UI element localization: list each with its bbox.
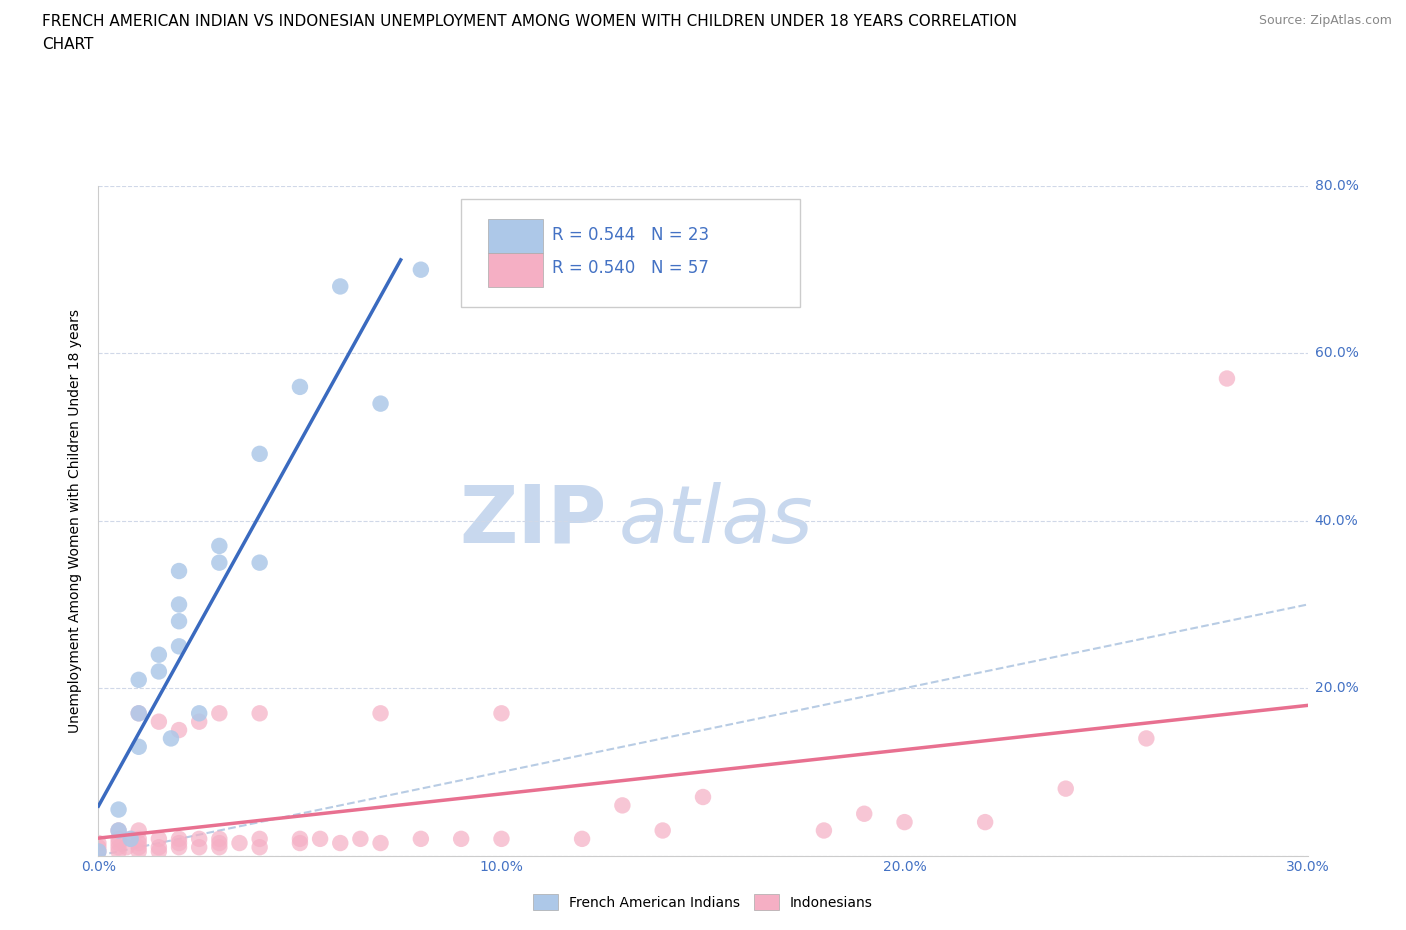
Point bbox=[249, 706, 271, 721]
Point bbox=[329, 835, 352, 850]
Point bbox=[692, 790, 714, 804]
Point bbox=[349, 831, 371, 846]
Point bbox=[309, 831, 332, 846]
Text: atlas: atlas bbox=[619, 482, 813, 560]
Point bbox=[128, 835, 150, 850]
Point bbox=[208, 831, 231, 846]
Point bbox=[120, 831, 142, 846]
Point bbox=[491, 706, 513, 721]
Point bbox=[148, 831, 170, 846]
Point bbox=[107, 823, 129, 838]
Point bbox=[288, 835, 311, 850]
Point bbox=[329, 279, 352, 294]
Point bbox=[115, 840, 138, 855]
Point bbox=[87, 835, 110, 850]
Text: 20.0%: 20.0% bbox=[1315, 681, 1358, 696]
Point bbox=[409, 831, 432, 846]
Point bbox=[167, 614, 190, 629]
Text: 60.0%: 60.0% bbox=[1315, 346, 1358, 361]
Point bbox=[208, 538, 231, 553]
Text: 40.0%: 40.0% bbox=[1315, 513, 1358, 528]
Point bbox=[128, 706, 150, 721]
Point bbox=[853, 806, 876, 821]
Point bbox=[228, 835, 250, 850]
Point bbox=[249, 555, 271, 570]
Point bbox=[167, 564, 190, 578]
Point bbox=[612, 798, 634, 813]
Legend: French American Indians, Indonesians: French American Indians, Indonesians bbox=[527, 888, 879, 916]
Point bbox=[208, 840, 231, 855]
Point bbox=[128, 840, 150, 855]
Point bbox=[107, 802, 129, 817]
Point bbox=[148, 840, 170, 855]
Point bbox=[491, 831, 513, 846]
Point bbox=[167, 831, 190, 846]
Point bbox=[128, 706, 150, 721]
Point bbox=[249, 446, 271, 461]
Point bbox=[450, 831, 472, 846]
Point bbox=[288, 379, 311, 394]
Point bbox=[87, 844, 110, 859]
FancyBboxPatch shape bbox=[488, 253, 543, 286]
Point bbox=[167, 840, 190, 855]
Point bbox=[249, 840, 271, 855]
Point bbox=[651, 823, 673, 838]
FancyBboxPatch shape bbox=[488, 219, 543, 253]
Point bbox=[160, 731, 183, 746]
Point bbox=[370, 706, 392, 721]
Point bbox=[128, 672, 150, 687]
Point bbox=[188, 840, 211, 855]
FancyBboxPatch shape bbox=[461, 199, 800, 307]
Point bbox=[107, 840, 129, 855]
Text: R = 0.540   N = 57: R = 0.540 N = 57 bbox=[551, 259, 709, 277]
Point bbox=[87, 840, 110, 855]
Text: CHART: CHART bbox=[42, 37, 94, 52]
Point bbox=[167, 639, 190, 654]
Point bbox=[128, 844, 150, 859]
Point bbox=[1216, 371, 1239, 386]
Point bbox=[167, 723, 190, 737]
Point bbox=[167, 835, 190, 850]
Point bbox=[87, 844, 110, 859]
Text: ZIP: ZIP bbox=[458, 482, 606, 560]
Point bbox=[188, 714, 211, 729]
Point bbox=[893, 815, 915, 830]
Point bbox=[208, 835, 231, 850]
Point bbox=[167, 597, 190, 612]
Point bbox=[148, 664, 170, 679]
Point bbox=[288, 831, 311, 846]
Point bbox=[409, 262, 432, 277]
Point bbox=[148, 647, 170, 662]
Point bbox=[148, 714, 170, 729]
Point bbox=[128, 831, 150, 846]
Point bbox=[188, 706, 211, 721]
Point bbox=[370, 835, 392, 850]
Point bbox=[107, 844, 129, 859]
Point bbox=[107, 823, 129, 838]
Point bbox=[128, 823, 150, 838]
Point bbox=[1054, 781, 1077, 796]
Point bbox=[107, 831, 129, 846]
Point bbox=[128, 739, 150, 754]
Y-axis label: Unemployment Among Women with Children Under 18 years: Unemployment Among Women with Children U… bbox=[69, 309, 83, 733]
Point bbox=[1135, 731, 1157, 746]
Text: FRENCH AMERICAN INDIAN VS INDONESIAN UNEMPLOYMENT AMONG WOMEN WITH CHILDREN UNDE: FRENCH AMERICAN INDIAN VS INDONESIAN UNE… bbox=[42, 14, 1017, 29]
Point bbox=[974, 815, 997, 830]
Text: R = 0.544   N = 23: R = 0.544 N = 23 bbox=[551, 226, 709, 244]
Point bbox=[813, 823, 835, 838]
Point bbox=[148, 844, 170, 859]
Point bbox=[120, 831, 142, 846]
Point bbox=[370, 396, 392, 411]
Point bbox=[571, 831, 593, 846]
Point bbox=[249, 831, 271, 846]
Text: Source: ZipAtlas.com: Source: ZipAtlas.com bbox=[1258, 14, 1392, 27]
Point bbox=[208, 706, 231, 721]
Point bbox=[107, 835, 129, 850]
Point bbox=[208, 555, 231, 570]
Point bbox=[188, 831, 211, 846]
Text: 80.0%: 80.0% bbox=[1315, 179, 1358, 193]
